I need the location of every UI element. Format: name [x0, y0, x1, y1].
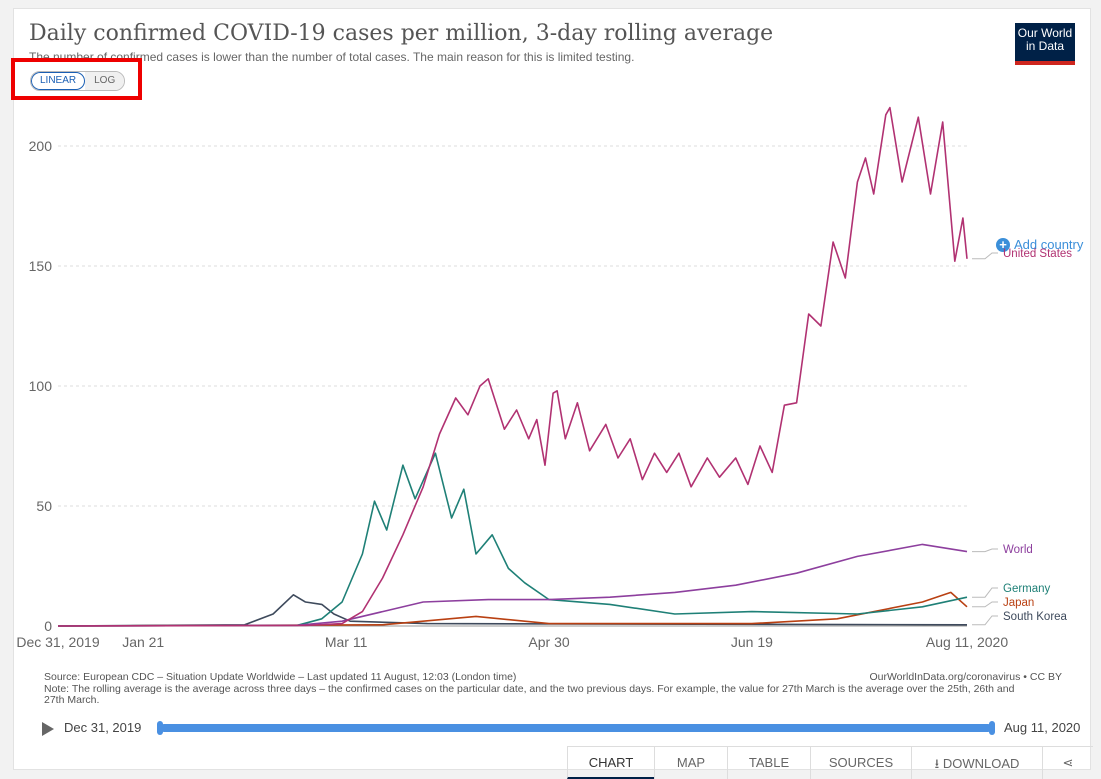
legend-label[interactable]: Germany: [1003, 583, 1051, 595]
y-tick-label: 0: [44, 618, 52, 634]
tab-table[interactable]: TABLE: [727, 747, 810, 779]
tab-download[interactable]: ⭳ DOWNLOAD: [911, 747, 1042, 779]
x-tick-label: Jan 21: [122, 634, 164, 650]
note-text: Note: The rolling average is the average…: [44, 683, 1015, 706]
play-icon[interactable]: [42, 722, 54, 736]
x-tick-label: Mar 11: [325, 634, 368, 650]
logo-line-2: in Data: [1025, 39, 1065, 53]
scale-toggle: LINEAR LOG: [30, 71, 126, 91]
x-tick-label: Aug 11, 2020: [926, 634, 1008, 650]
site-link[interactable]: OurWorldInData.org/coronavirus • CC BY: [869, 671, 1062, 683]
share-icon[interactable]: ⋖: [1042, 747, 1093, 779]
x-tick-label: Dec 31, 2019: [16, 634, 99, 650]
chart-subtitle: The number of confirmed cases is lower t…: [29, 50, 635, 64]
timeline-slider[interactable]: [160, 724, 992, 732]
legend-label[interactable]: United States: [1003, 248, 1072, 260]
owid-logo[interactable]: Our World in Data: [1015, 23, 1075, 65]
chart-frame: Daily confirmed COVID-19 cases per milli…: [13, 8, 1093, 779]
logo-line-1: Our World: [1017, 26, 1073, 40]
download-label: DOWNLOAD: [942, 756, 1020, 771]
timeline: Dec 31, 2019 Aug 11, 2020: [42, 719, 1092, 739]
timeline-end-handle[interactable]: [989, 721, 995, 735]
tab-map[interactable]: MAP: [654, 747, 727, 779]
tab-sources[interactable]: SOURCES: [810, 747, 911, 779]
add-country-label: Add country: [1014, 237, 1084, 252]
y-tick-label: 150: [29, 258, 53, 274]
x-tick-label: Apr 30: [528, 634, 569, 650]
source-text: Source: European CDC – Situation Update …: [44, 671, 517, 683]
legend-label[interactable]: South Korea: [1003, 611, 1068, 623]
legend-label[interactable]: World: [1003, 544, 1033, 556]
x-tick-label: Jun 19: [731, 634, 773, 650]
download-icon: ⭳: [934, 756, 940, 771]
legend-connector: [972, 601, 998, 608]
legend-connector: [972, 548, 998, 553]
legend-connector: [972, 252, 998, 260]
series-line-japan[interactable]: [57, 591, 968, 627]
series-line-south-korea[interactable]: [57, 594, 968, 627]
series-line-united-states[interactable]: [57, 106, 968, 627]
chart-title: Daily confirmed COVID-19 cases per milli…: [29, 21, 774, 46]
scale-toggle-highlight: [11, 58, 142, 100]
y-tick-label: 100: [29, 378, 53, 394]
legend-connector: [972, 587, 998, 598]
y-tick-label: 200: [29, 138, 53, 154]
legend-connector: [972, 615, 998, 626]
timeline-start-handle[interactable]: [157, 721, 163, 735]
linear-scale-button[interactable]: LINEAR: [31, 72, 86, 90]
series-line-germany[interactable]: [57, 452, 968, 627]
log-scale-button[interactable]: LOG: [85, 72, 125, 90]
timeline-start-label: Dec 31, 2019: [64, 720, 142, 735]
bottom-tabs: CHART MAP TABLE SOURCES ⭳ DOWNLOAD ⋖: [567, 746, 1093, 779]
plus-icon: +: [996, 237, 1010, 252]
legend-label[interactable]: Japan: [1003, 597, 1034, 609]
timeline-end-label: Aug 11, 2020: [1004, 720, 1081, 735]
y-tick-label: 50: [36, 498, 52, 514]
add-country-button[interactable]: + Add country: [996, 237, 1083, 252]
